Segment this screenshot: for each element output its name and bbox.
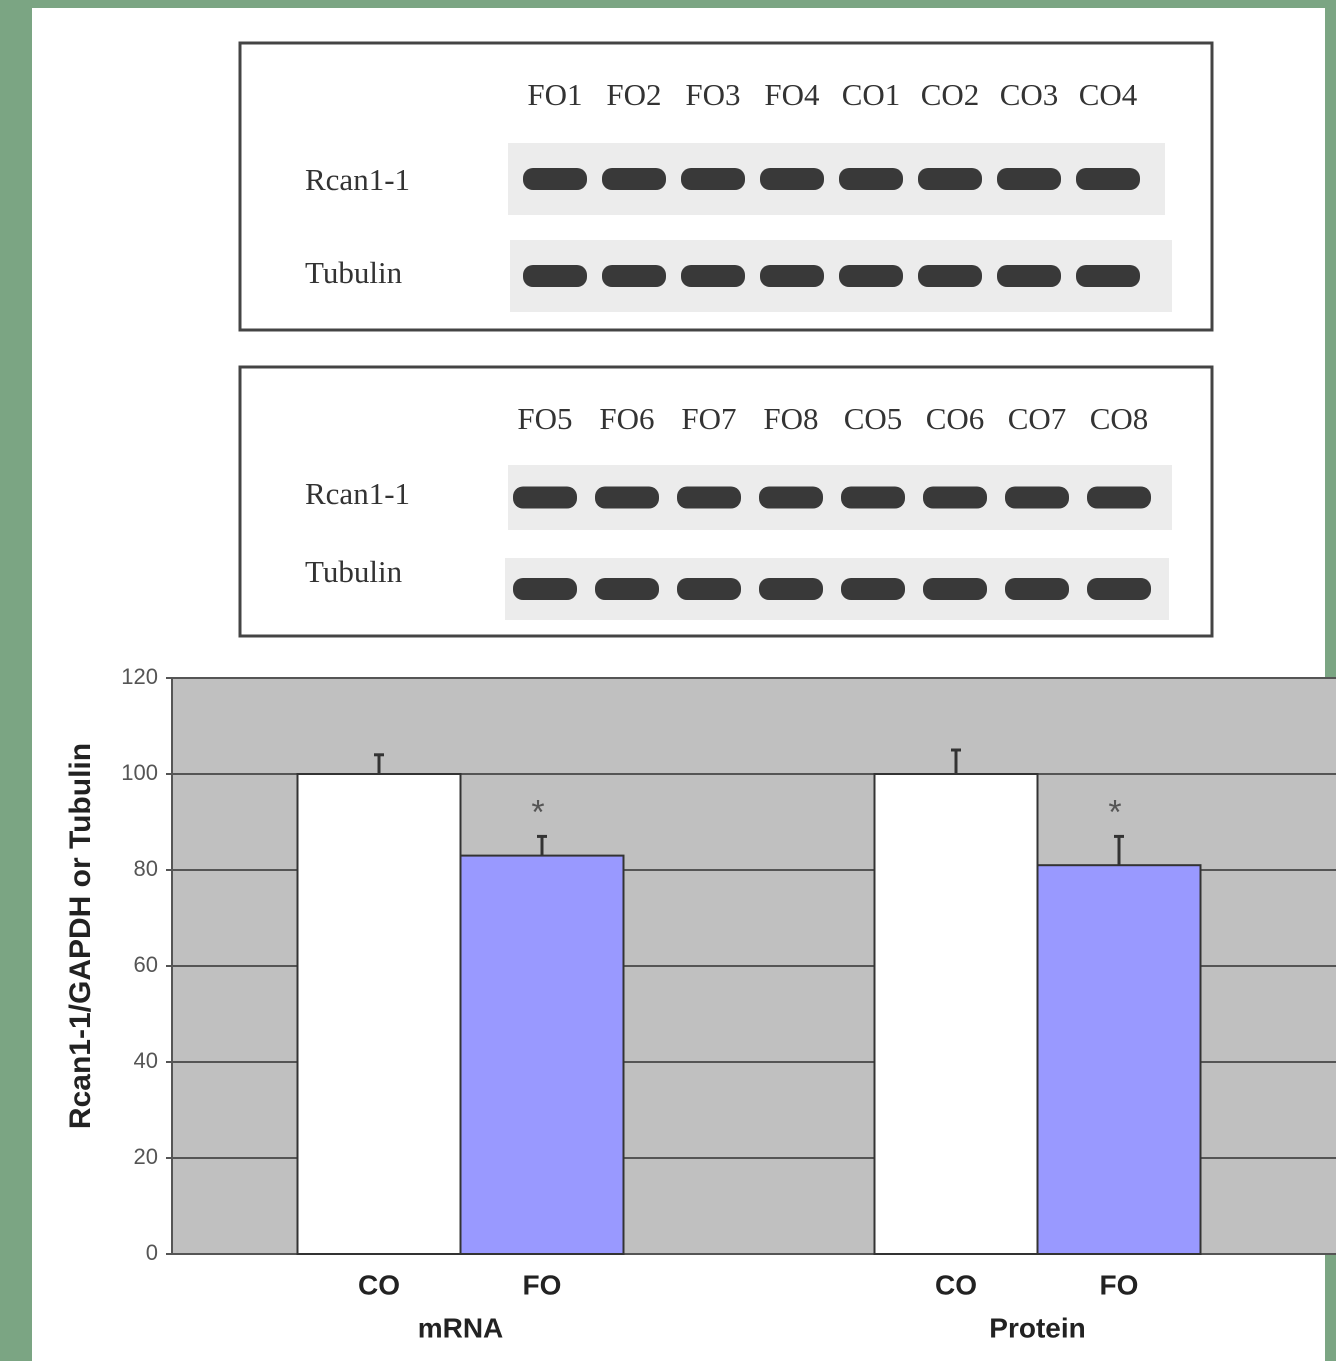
blot-lane-label: CO7: [1008, 401, 1067, 436]
blot-band: [1087, 487, 1151, 509]
blot-band: [523, 168, 587, 190]
blot-band: [1005, 578, 1069, 600]
blot-lane-label: FO1: [527, 77, 582, 112]
blot-band: [918, 265, 982, 287]
blot-band: [841, 487, 905, 509]
bar: [875, 774, 1038, 1254]
blot-lane-label: CO3: [1000, 77, 1059, 112]
series-label: CO: [358, 1269, 400, 1300]
blot-lane-label: FO6: [599, 401, 654, 436]
blot-band: [602, 168, 666, 190]
blot-band: [1076, 265, 1140, 287]
blot-band: [997, 265, 1061, 287]
blot-lane-label: CO1: [842, 77, 901, 112]
blot-band: [841, 578, 905, 600]
blot-band: [677, 578, 741, 600]
series-label: FO: [1100, 1269, 1139, 1300]
blot-lane-label: CO6: [926, 401, 985, 436]
blot-band: [513, 487, 577, 509]
significance-mark: *: [1108, 793, 1121, 831]
blot-row-label: Rcan1-1: [305, 476, 410, 511]
y-tick-label: 100: [121, 760, 158, 785]
y-tick-label: 60: [134, 952, 158, 977]
blot-band: [923, 578, 987, 600]
blot-row-label: Rcan1-1: [305, 162, 410, 197]
blot-lane-label: CO4: [1079, 77, 1138, 112]
blot-lane-label: FO4: [764, 77, 820, 112]
blot-band: [602, 265, 666, 287]
significance-mark: *: [531, 793, 544, 831]
blot-lane-label: FO2: [606, 77, 661, 112]
blot-band: [1076, 168, 1140, 190]
blot-band: [513, 578, 577, 600]
blot-band: [839, 168, 903, 190]
blot-lane-label: FO7: [681, 401, 736, 436]
blot-lane-label: CO8: [1090, 401, 1149, 436]
blot-band: [918, 168, 982, 190]
blot-band: [1087, 578, 1151, 600]
blot-band: [677, 487, 741, 509]
blot-band: [681, 265, 745, 287]
blot-row-label: Tubulin: [305, 554, 403, 589]
blot-band: [595, 578, 659, 600]
blot-band: [759, 487, 823, 509]
bar: [461, 856, 624, 1254]
blot-band: [997, 168, 1061, 190]
blot-band: [523, 265, 587, 287]
bar: [298, 774, 461, 1254]
blot-row-label: Tubulin: [305, 255, 403, 290]
series-label: FO: [523, 1269, 562, 1300]
y-tick-label: 0: [146, 1240, 158, 1265]
blot-lane-label: FO8: [763, 401, 818, 436]
blot-lane-label: CO5: [844, 401, 903, 436]
blot-band: [1005, 487, 1069, 509]
blot-lane-label: FO5: [517, 401, 572, 436]
bar: [1038, 865, 1201, 1254]
blot-band: [760, 265, 824, 287]
category-label: mRNA: [418, 1312, 504, 1343]
series-label: CO: [935, 1269, 977, 1300]
blot-band: [923, 487, 987, 509]
category-label: Protein: [989, 1312, 1085, 1343]
y-tick-label: 20: [134, 1144, 158, 1169]
blot-band: [759, 578, 823, 600]
blot-band: [681, 168, 745, 190]
figure: Rcan1-1/GAPDH or Tubulin Rcan1-1 Tubulin F…: [0, 0, 1336, 1361]
y-tick-label: 120: [121, 664, 158, 689]
blot-lane-label: CO2: [921, 77, 980, 112]
blot-band: [760, 168, 824, 190]
y-tick-label: 40: [134, 1048, 158, 1073]
blot-band: [595, 487, 659, 509]
blot-lane-label: FO3: [685, 77, 740, 112]
y-tick-label: 80: [134, 856, 158, 881]
y-axis-label: Rcan1-1/GAPDH or Tubulin: [64, 743, 97, 1129]
blot-band: [839, 265, 903, 287]
